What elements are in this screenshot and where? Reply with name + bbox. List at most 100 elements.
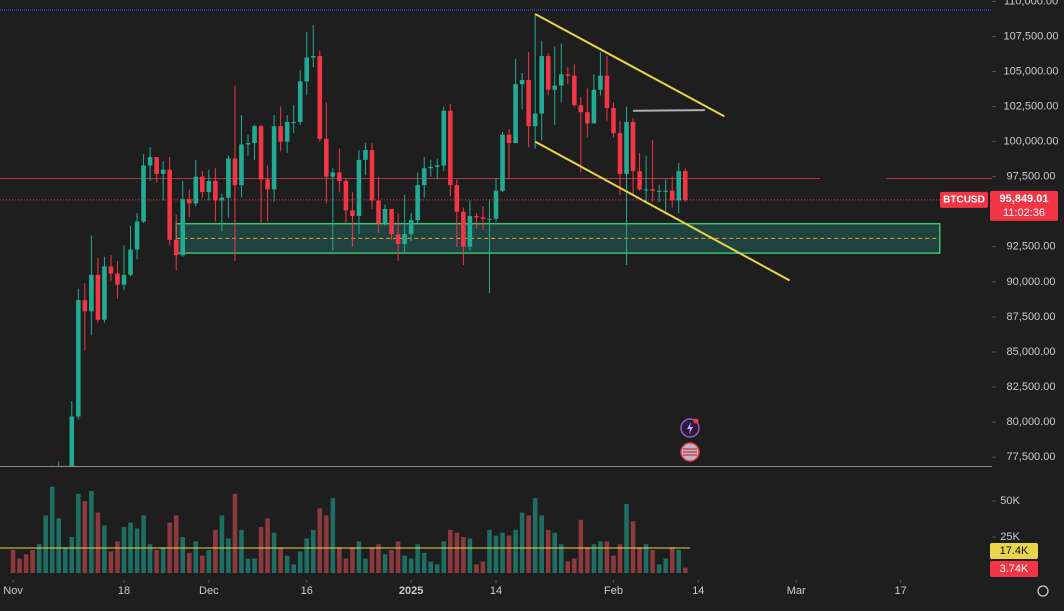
symbol-tag (940, 191, 988, 208)
volume-bar (108, 551, 114, 573)
volume-bar (428, 561, 434, 573)
y-tick-label: 107,500.00 (1003, 30, 1058, 42)
candle-body (160, 169, 166, 174)
volume-bar (56, 518, 62, 573)
candle-body (265, 179, 270, 190)
candle-body (121, 274, 127, 285)
candle-body (643, 189, 649, 191)
x-tick-label: 16 (301, 585, 313, 597)
candle-body (343, 180, 349, 211)
x-tick-label: 14 (692, 585, 704, 597)
x-tick-label: 18 (118, 585, 130, 597)
candle-body (76, 300, 81, 417)
volume-bar (598, 541, 603, 573)
volume-bar (500, 532, 505, 573)
candle-body (637, 171, 642, 190)
ma-tag-label: 17.4K (1000, 545, 1029, 557)
volume-bar (676, 549, 682, 573)
candle-body (611, 107, 616, 134)
candle-body (376, 200, 381, 223)
candle-body (630, 122, 636, 172)
volume-bar (578, 519, 584, 573)
candle-body (219, 197, 225, 201)
candle-body (271, 126, 277, 190)
volume-bar (265, 518, 270, 573)
volume-bar (480, 561, 486, 573)
candle-body (173, 239, 179, 256)
volume-bar (89, 491, 94, 573)
candle-body (382, 208, 388, 223)
candle-body (604, 75, 610, 108)
candle-body (258, 126, 264, 180)
volume-bar (526, 515, 531, 573)
candle-body (656, 190, 662, 192)
volume-bar (558, 544, 564, 573)
candle-body (598, 75, 603, 90)
volume-bar (611, 555, 616, 573)
volume-bar (17, 558, 22, 573)
candle-body (89, 274, 94, 312)
volume-bar (565, 561, 571, 573)
volume-bar (258, 526, 264, 573)
candle-body (193, 176, 199, 204)
axes: 77,500.00 80,000.00 82,500.00 85,000.00 87,5… (3, 0, 1058, 597)
candle-body (676, 171, 682, 201)
candle-body (167, 169, 172, 240)
volume-pane (0, 486, 690, 573)
candle-body (434, 165, 440, 167)
volume-bar (617, 544, 623, 573)
candle-body (213, 180, 218, 201)
candle-body (572, 75, 577, 106)
candle-body (252, 126, 257, 144)
candle-body (545, 56, 551, 90)
volume-bar (271, 532, 277, 573)
settings-icon[interactable] (1037, 585, 1049, 597)
candle-body (669, 190, 675, 201)
price-tag (990, 190, 1058, 221)
ma-tag (990, 543, 1038, 559)
y-tick-label: 102,500.00 (1003, 100, 1058, 112)
volume-bar (493, 535, 499, 573)
candle-body (539, 56, 544, 114)
volume-bar (454, 532, 460, 573)
y-tick-label: 80,000.00 (1007, 416, 1056, 428)
volume-bar (115, 541, 120, 573)
volume-bar (630, 521, 636, 573)
volume-bar (62, 547, 68, 573)
candle-body (421, 168, 427, 186)
y-tick-label: 77,500.00 (1007, 451, 1056, 463)
volume-bar (317, 508, 323, 573)
volume-bar (154, 549, 159, 573)
candle-body (467, 215, 473, 247)
volume-bar (434, 564, 440, 573)
volume-bar (69, 537, 75, 573)
volume-bar (102, 525, 107, 573)
x-tick-label: 2025 (399, 585, 423, 597)
volume-bar (448, 529, 453, 573)
x-tick-label: 14 (490, 585, 502, 597)
candle-body (402, 234, 407, 245)
candle-body (82, 300, 88, 312)
candle-body (474, 215, 479, 218)
volume-bar (585, 547, 590, 573)
volume-bar (395, 541, 401, 573)
candle-body (513, 84, 518, 144)
x-tick-label: Feb (604, 585, 623, 597)
candle-body (115, 273, 120, 285)
volume-bar (284, 555, 290, 573)
volume-bar (441, 541, 447, 573)
volume-bar (643, 544, 649, 573)
volume-tag-label: 3.74K (1000, 563, 1029, 575)
candle-body (278, 126, 283, 142)
candle-body (310, 56, 316, 58)
candle-body (369, 150, 375, 201)
volume-bar (278, 547, 283, 573)
volume-bar (76, 493, 81, 573)
candle-body (408, 220, 414, 235)
volume-bar (402, 555, 407, 573)
candle-body (337, 172, 342, 181)
candle-body (624, 122, 629, 174)
y-tick-label: 92,500.00 (1007, 241, 1056, 253)
volume-bar (532, 498, 538, 573)
